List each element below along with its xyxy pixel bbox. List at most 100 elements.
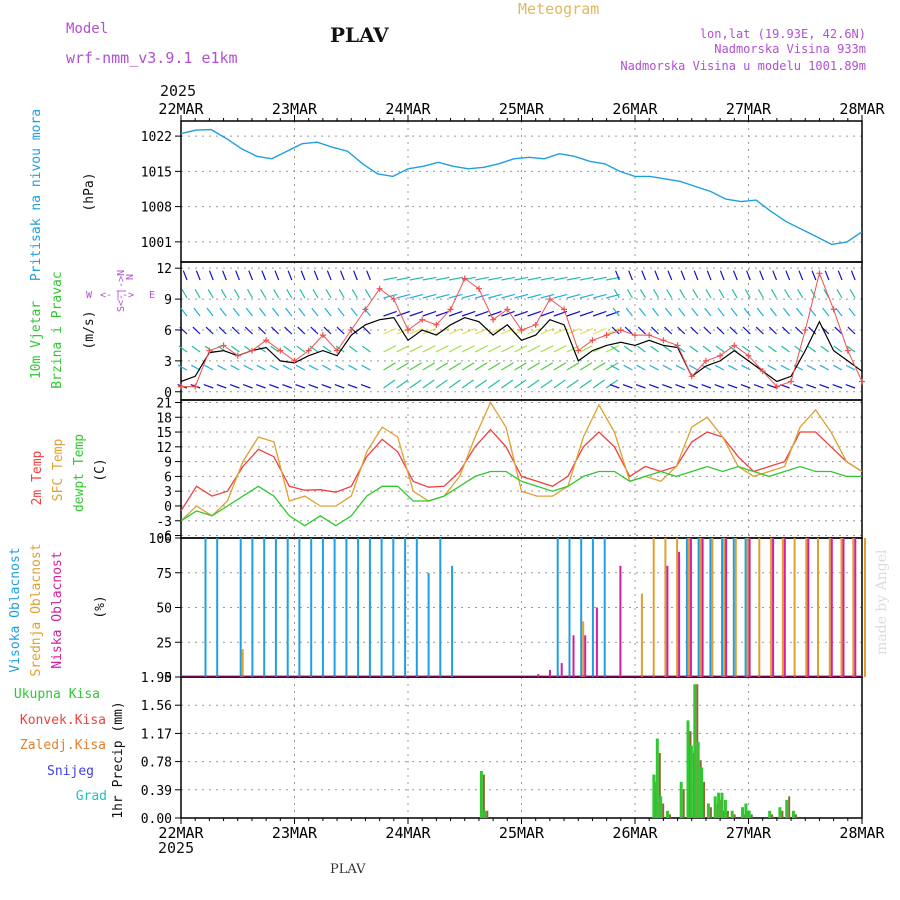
wind-arrow <box>592 310 607 317</box>
wind-arrow <box>716 326 725 335</box>
wind-arrow <box>691 307 699 317</box>
wind-arrow <box>409 276 424 281</box>
precip-total-bar <box>744 803 748 818</box>
wind-arrow <box>637 345 646 353</box>
wind-arrow <box>781 326 791 335</box>
wind-arrow <box>832 384 843 389</box>
wind-arrow <box>203 384 214 389</box>
x-date-label-bottom: 26MAR <box>612 824 658 842</box>
wind-arrow <box>770 289 778 299</box>
cloud-bar <box>781 538 784 677</box>
wind-arrow <box>796 307 804 317</box>
wind-arrow <box>623 364 633 371</box>
wind-gust-marker <box>759 368 766 375</box>
wind-arrow-field <box>177 270 856 389</box>
wind-gust-marker <box>490 316 497 323</box>
precip-conv-bar <box>750 814 753 818</box>
wind-arrow <box>759 270 764 281</box>
cloud-bar <box>711 538 714 677</box>
cloud-bar <box>274 538 277 677</box>
cloud-bar <box>603 538 606 677</box>
wind-arrow <box>285 307 293 317</box>
x-date-label-bottom: 27MAR <box>726 824 772 842</box>
wind-arrow <box>297 326 306 335</box>
wind-arrow <box>579 345 593 353</box>
x-date-label-top: 27MAR <box>726 100 772 118</box>
wind-arrow <box>248 270 254 281</box>
wind-arrow <box>338 289 345 299</box>
cloud-label-high: Visoka Oblacnost <box>8 547 23 672</box>
wind-arrow <box>383 276 398 281</box>
wind-arrow <box>308 384 319 389</box>
wind-arrow <box>383 362 396 371</box>
wind-arrow <box>325 289 332 299</box>
wind-arrow <box>611 326 620 335</box>
wind-arrow <box>553 379 566 389</box>
wind-gust-marker <box>617 326 624 333</box>
wind-arrow <box>287 270 293 281</box>
cloud-bar <box>572 635 575 677</box>
precip-total-bar <box>785 799 789 818</box>
wind-arrow <box>282 384 293 389</box>
cloud-bar <box>854 538 857 677</box>
x-date-label-top: 26MAR <box>612 100 658 118</box>
wind-arrow <box>435 345 449 353</box>
product-title: Meteogram <box>518 0 599 18</box>
cloud-bar <box>748 538 751 677</box>
wind-arrow <box>366 270 371 281</box>
wind-gust-marker <box>603 332 610 339</box>
cloud-bar <box>451 565 454 677</box>
wind-arrow <box>311 307 319 317</box>
wind-arrow <box>206 307 214 317</box>
precip-label-conv: Konvek.Kisa <box>20 713 106 728</box>
wind-arrow <box>754 345 764 353</box>
wind-arrow <box>743 307 751 317</box>
wind-arrow <box>243 364 253 371</box>
wind-arrow <box>605 345 619 353</box>
wind-arrow <box>501 327 515 335</box>
wind-gust-marker <box>802 326 809 333</box>
wind-arrow <box>822 307 830 317</box>
wind-gust-marker <box>390 296 397 303</box>
wind-arrow <box>233 289 240 299</box>
wind-arrow <box>701 364 712 371</box>
wind-arrow <box>769 307 777 317</box>
wind-arrow <box>323 326 332 335</box>
wind-arrow <box>675 384 686 389</box>
wind-arrow <box>322 345 332 353</box>
wind-arrow <box>605 327 620 335</box>
wind-arrow <box>810 289 817 299</box>
wind-arrow <box>409 345 423 353</box>
wind-arrow <box>740 384 751 389</box>
cloud-bar <box>734 538 737 677</box>
wind-arrow <box>527 293 542 299</box>
wind-gust-marker <box>646 332 653 339</box>
precip-conv-bar <box>658 752 661 818</box>
wind-axis-title: 10m Vjetar <box>29 301 44 379</box>
wind-arrow <box>824 270 830 281</box>
wind-arrow <box>179 326 188 335</box>
wind-arrow <box>609 384 620 389</box>
wind-gust-marker <box>206 347 213 354</box>
wind-arrow <box>850 270 856 281</box>
wind-arrow <box>781 345 790 353</box>
wind-arrow <box>409 293 424 299</box>
precip-label-total: Ukupna Kisa <box>14 687 100 702</box>
wind-arrow <box>501 310 515 317</box>
precip-conv-bar <box>733 814 736 818</box>
wind-arrow <box>662 364 672 371</box>
x-date-label-top: 24MAR <box>385 100 431 118</box>
wind-arrow <box>540 310 555 317</box>
wind-arrow <box>606 310 620 317</box>
wind-arrow <box>653 289 660 299</box>
cloud-bar <box>732 538 735 677</box>
y-tick-label: 9 <box>164 293 172 308</box>
y-tick-label: 0 <box>164 500 172 515</box>
footer-station: PLAV <box>330 862 366 877</box>
precip-conv-bar <box>771 814 774 818</box>
wind-gust-marker <box>532 321 539 328</box>
precip-total-bar <box>700 767 704 818</box>
cloud-bar <box>830 538 833 677</box>
wind-arrow <box>846 345 856 353</box>
wind-arrow <box>269 384 279 389</box>
